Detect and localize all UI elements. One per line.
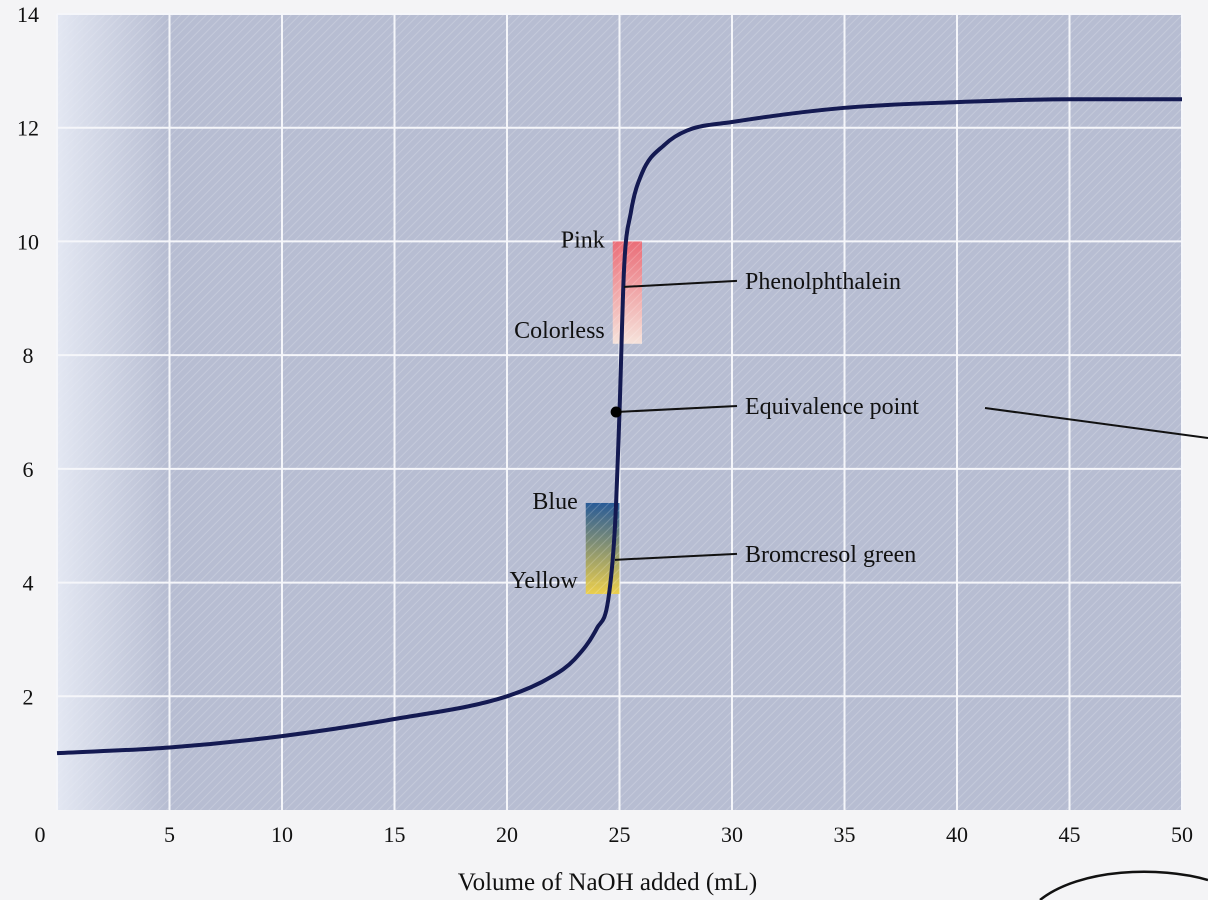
x-tick-label: 45 (1059, 822, 1081, 847)
y-tick-label: 12 (17, 116, 39, 141)
indicator-top-label: Pink (561, 227, 605, 253)
x-tick-label: 5 (164, 822, 175, 847)
x-axis-tick-labels: 0 5 10 15 20 25 30 35 40 45 50 (35, 822, 1194, 847)
annotation-label: Equivalence point (745, 394, 919, 420)
indicator-top-label: Blue (532, 489, 577, 515)
x-tick-label: 40 (946, 822, 968, 847)
indicator-bottom-label: Colorless (514, 318, 605, 344)
y-tick-label: 4 (23, 571, 34, 596)
x-tick-label: 50 (1171, 822, 1193, 847)
x-tick-label: 20 (496, 822, 518, 847)
x-tick-label: 30 (721, 822, 743, 847)
y-tick-label: 10 (17, 229, 39, 254)
annotation-label: Bromcresol green (745, 542, 916, 568)
gridlines (56, 13, 1183, 810)
y-axis-tick-labels: 2 4 6 8 10 12 14 (17, 2, 39, 709)
page-edge-decoration (1039, 870, 1208, 900)
x-tick-label: 15 (384, 822, 406, 847)
plot-left-highlight (57, 14, 167, 810)
equivalence-point-marker (610, 406, 622, 418)
y-tick-label: 6 (23, 457, 34, 482)
annotation-labels: Pink Colorless Blue Yellow Phenolphthalein Eq… (510, 227, 920, 594)
annotation-leader-line (614, 552, 738, 561)
x-tick-label: 25 (609, 822, 631, 847)
annotation-leader-line (623, 279, 738, 288)
x-axis-title: Volume of NaOH added (mL) (458, 869, 757, 896)
annotation-leaders (614, 279, 1208, 561)
x-tick-label: 0 (35, 822, 46, 847)
annotation-leader-line-extension (984, 407, 1208, 439)
y-tick-label: 8 (23, 343, 34, 368)
indicator-band-texture (612, 241, 642, 344)
y-tick-label: 2 (23, 684, 34, 709)
annotation-label: Phenolphthalein (745, 269, 901, 295)
x-tick-label: 10 (271, 822, 293, 847)
annotation-leader-line (616, 405, 738, 413)
x-tick-label: 35 (834, 822, 856, 847)
indicator-bottom-label: Yellow (510, 568, 579, 594)
y-tick-label: 14 (17, 2, 39, 27)
